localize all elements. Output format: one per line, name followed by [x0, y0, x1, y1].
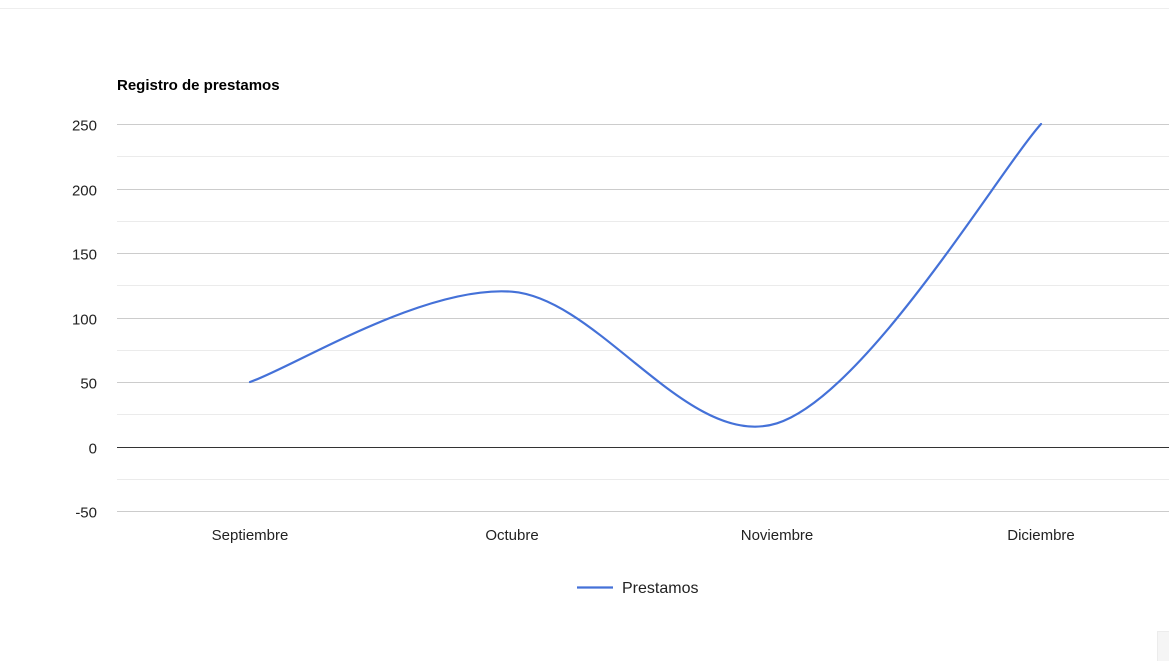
x-tick-label: Diciembre: [1007, 527, 1075, 544]
grid-layer: [117, 124, 1169, 512]
top-divider: [0, 8, 1169, 9]
chart-legend[interactable]: Prestamos: [577, 580, 698, 597]
series-line-prestamos[interactable]: [248, 122, 1043, 428]
chart-title: Registro de prestamos: [117, 77, 280, 94]
legend-label[interactable]: Prestamos: [622, 580, 698, 597]
y-tick-label: 0: [89, 441, 97, 458]
y-tick-label: -50: [75, 505, 97, 522]
x-tick-label: Noviembre: [741, 527, 814, 544]
y-tick-label: 150: [72, 247, 97, 264]
axis-labels: 250 200 150 100 50 0 -50 Septiembre Octubre Novie…: [72, 118, 1075, 545]
y-tick-label: 200: [72, 183, 97, 200]
x-tick-label: Octubre: [485, 527, 538, 544]
y-tick-label: 50: [80, 376, 97, 393]
corner-box: [1157, 631, 1169, 661]
x-tick-label: Septiembre: [212, 527, 289, 544]
y-tick-label: 250: [72, 118, 97, 135]
y-tick-label: 100: [72, 312, 97, 329]
series-layer: [248, 122, 1043, 428]
